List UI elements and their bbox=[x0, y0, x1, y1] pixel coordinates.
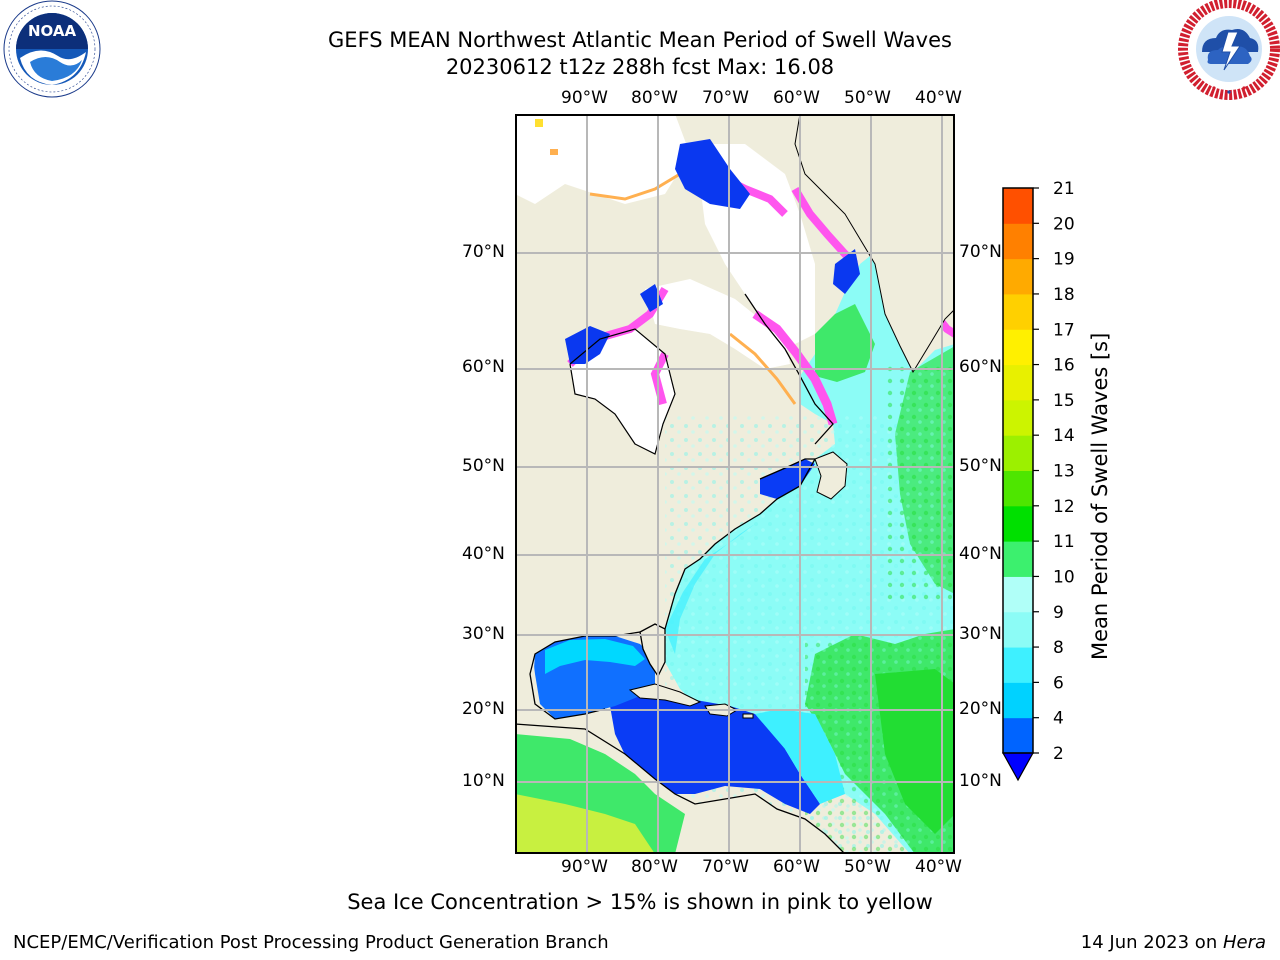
lat-label-left: 70°N bbox=[462, 242, 505, 262]
colorbar-tick-label: 19 bbox=[1053, 250, 1075, 270]
cuba-land bbox=[628, 683, 702, 707]
colorbar-segment bbox=[1003, 505, 1033, 542]
lat-label-right: 30°N bbox=[959, 624, 1002, 644]
coastline-south-america bbox=[515, 723, 846, 854]
colorbar-tick-label: 4 bbox=[1053, 709, 1064, 729]
colorbar-tick-label: 9 bbox=[1053, 603, 1064, 623]
map-panel bbox=[515, 114, 955, 854]
colorbar-segment bbox=[1003, 682, 1033, 719]
lat-label-right: 60°N bbox=[959, 357, 1002, 377]
colorbar-segment bbox=[1003, 576, 1033, 613]
coastline-east-us bbox=[639, 458, 816, 678]
sea-ice-note: Sea Ice Concentration > 15% is shown in … bbox=[347, 890, 933, 914]
date-text: 14 Jun 2023 on bbox=[1080, 932, 1223, 953]
colorbar-tick-label: 17 bbox=[1053, 320, 1075, 340]
lat-label-left: 30°N bbox=[462, 624, 505, 644]
hudson-bay bbox=[570, 329, 675, 454]
lat-label-left: 20°N bbox=[462, 699, 505, 719]
colorbar-segment bbox=[1003, 223, 1033, 260]
colorbar-under-arrow bbox=[1001, 752, 1035, 782]
colorbar-segment bbox=[1003, 399, 1033, 436]
lat-label-left: 50°N bbox=[462, 456, 505, 476]
noaa-logo: NOAA bbox=[0, 0, 104, 100]
lon-label-bottom: 80°W bbox=[631, 857, 678, 877]
colorbar-tick-label: 12 bbox=[1053, 497, 1075, 517]
lon-label-bottom: 70°W bbox=[702, 857, 749, 877]
nws-logo bbox=[1178, 0, 1280, 100]
arctic-channels bbox=[515, 114, 690, 204]
colorbar-segment bbox=[1003, 647, 1033, 683]
lon-label-top: 90°W bbox=[561, 88, 608, 108]
lon-label-top: 40°W bbox=[915, 88, 962, 108]
lat-label-right: 50°N bbox=[959, 456, 1002, 476]
title-line-1: GEFS MEAN Northwest Atlantic Mean Period… bbox=[328, 28, 952, 52]
swell-zone-northeast bbox=[815, 304, 875, 382]
sea-ice-labrador bbox=[752, 310, 838, 426]
lat-label-left: 10°N bbox=[462, 771, 505, 791]
colorbar-tick-label: 13 bbox=[1053, 462, 1075, 482]
south-america-yellow-green bbox=[515, 794, 655, 854]
newfoundland-land bbox=[814, 451, 848, 500]
colorbar-segment bbox=[1003, 435, 1033, 471]
coastal-band bbox=[665, 524, 755, 654]
colorbar-svg: 2 4 6 8 9 10 11 12 13 14 15 16 17 18 19 20 21 bbox=[1001, 179, 1075, 782]
lat-label-left: 40°N bbox=[462, 544, 505, 564]
lat-label-right: 10°N bbox=[959, 771, 1002, 791]
lat-label-left: 60°N bbox=[462, 357, 505, 377]
colorbar-tick-label: 16 bbox=[1053, 356, 1075, 376]
map-svg bbox=[515, 114, 955, 854]
colorbar-tick-label: 21 bbox=[1053, 180, 1075, 199]
colorbar-segment bbox=[1003, 329, 1033, 366]
colorbar-segment bbox=[1003, 364, 1033, 401]
colorbar-segment bbox=[1003, 717, 1033, 754]
lon-label-bottom: 40°W bbox=[915, 857, 962, 877]
sea-ice-yellow-patch bbox=[535, 119, 543, 127]
hudson-strait bbox=[645, 279, 790, 369]
lon-label-bottom: 60°W bbox=[773, 857, 820, 877]
noaa-logo-text: NOAA bbox=[28, 22, 77, 40]
graticule bbox=[515, 114, 955, 854]
gulf-shallow bbox=[545, 639, 645, 674]
map-frame bbox=[515, 114, 955, 854]
colorbar: 2 4 6 8 9 10 11 12 13 14 15 16 17 18 19 20 21 bbox=[990, 179, 1080, 790]
sea-ice-orange-patch bbox=[550, 149, 558, 155]
swell-zone-east-texture bbox=[885, 364, 955, 604]
colorbar-segment bbox=[1003, 188, 1033, 224]
foxe-basin-pocket bbox=[675, 139, 750, 209]
machine-name: Hera bbox=[1222, 932, 1266, 953]
colorbar-tick-label: 14 bbox=[1053, 426, 1075, 446]
colorbar-tick-label: 15 bbox=[1053, 391, 1075, 411]
colorbar-segment bbox=[1003, 293, 1033, 330]
colorbar-tick-label: 8 bbox=[1053, 638, 1064, 658]
lon-label-top: 80°W bbox=[631, 88, 678, 108]
colorbar-segment bbox=[1003, 470, 1033, 507]
sea-ice-orange-fringe bbox=[589, 172, 797, 405]
lon-label-top: 60°W bbox=[773, 88, 820, 108]
title-line-2: 20230612 t12z 288h fcst Max: 16.08 bbox=[445, 55, 835, 79]
colorbar-tick-label: 20 bbox=[1053, 214, 1075, 234]
colorbar-tick-label: 6 bbox=[1053, 673, 1064, 693]
colorbar-tick-label: 10 bbox=[1053, 567, 1075, 587]
puerto-rico-land bbox=[742, 713, 754, 719]
lat-label-right: 40°N bbox=[959, 544, 1002, 564]
colorbar-label: Mean Period of Swell Waves [s] bbox=[1088, 332, 1112, 660]
gulf-st-lawrence bbox=[760, 459, 815, 499]
lon-label-top: 50°W bbox=[844, 88, 891, 108]
lon-label-top: 70°W bbox=[702, 88, 749, 108]
colorbar-tick-label: 2 bbox=[1053, 744, 1064, 764]
credit-text: NCEP/EMC/Verification Post Processing Pr… bbox=[13, 932, 609, 953]
colorbar-segment bbox=[1003, 258, 1033, 295]
labrador-sea-pocket bbox=[833, 249, 860, 294]
colorbar-tick-label: 18 bbox=[1053, 285, 1075, 305]
greenland-land bbox=[794, 114, 955, 374]
lon-label-bottom: 90°W bbox=[561, 857, 608, 877]
lat-label-right: 70°N bbox=[959, 242, 1002, 262]
colorbar-segment bbox=[1003, 541, 1033, 577]
lon-label-bottom: 50°W bbox=[844, 857, 891, 877]
colorbar-tick-label: 11 bbox=[1053, 532, 1075, 552]
colorbar-segment bbox=[1003, 611, 1033, 648]
date-stamp: 14 Jun 2023 on Hera bbox=[1081, 932, 1266, 953]
lat-label-right: 20°N bbox=[959, 699, 1002, 719]
